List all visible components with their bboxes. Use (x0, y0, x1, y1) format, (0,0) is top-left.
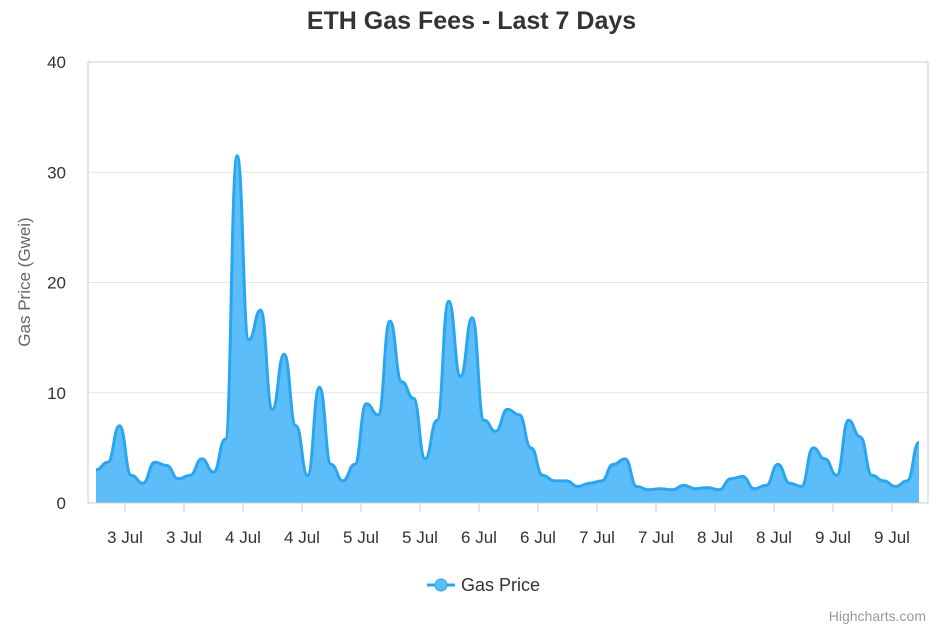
x-tick-label-10: 8 Jul (697, 528, 733, 547)
x-tick-label-7: 6 Jul (520, 528, 556, 547)
legend[interactable]: Gas Price (427, 575, 540, 595)
x-tick-label-3: 4 Jul (284, 528, 320, 547)
x-tick-label-0: 3 Jul (107, 528, 143, 547)
x-tick-label-6: 6 Jul (461, 528, 497, 547)
y-tick-label-0: 0 (57, 494, 66, 513)
x-tick-label-4: 5 Jul (343, 528, 379, 547)
y-tick-label-2: 20 (47, 274, 66, 293)
y-tick-label-1: 10 (47, 384, 66, 403)
x-tick-label-11: 8 Jul (756, 528, 792, 547)
y-tick-label-4: 40 (47, 53, 66, 72)
series-area[interactable] (95, 154, 921, 503)
highcharts-credit[interactable]: Highcharts.com (829, 608, 926, 624)
x-tick-label-1: 3 Jul (166, 528, 202, 547)
x-tick-label-5: 5 Jul (402, 528, 438, 547)
legend-dot-marker (434, 578, 448, 592)
y-axis-label: Gas Price (Gwei) (15, 217, 34, 346)
x-tick-label-12: 9 Jul (815, 528, 851, 547)
series-area-fill (96, 155, 919, 503)
x-axis-ticks: 3 Jul 3 Jul 4 Jul 4 Jul 5 Jul 5 Jul 6 Jul 6 Jul… (107, 503, 910, 547)
x-tick-label-9: 7 Jul (638, 528, 674, 547)
legend-item-gas-price[interactable]: Gas Price (461, 575, 540, 595)
y-axis-ticks: 0 10 20 30 40 (47, 53, 66, 513)
y-tick-label-3: 30 (47, 163, 66, 182)
x-tick-label-8: 7 Jul (579, 528, 615, 547)
grid-lines (88, 61, 928, 394)
x-tick-label-13: 9 Jul (874, 528, 910, 547)
x-tick-label-2: 4 Jul (225, 528, 261, 547)
chart-title: ETH Gas Fees - Last 7 Days (307, 7, 636, 35)
series-line (95, 154, 921, 492)
axes (87, 61, 929, 504)
